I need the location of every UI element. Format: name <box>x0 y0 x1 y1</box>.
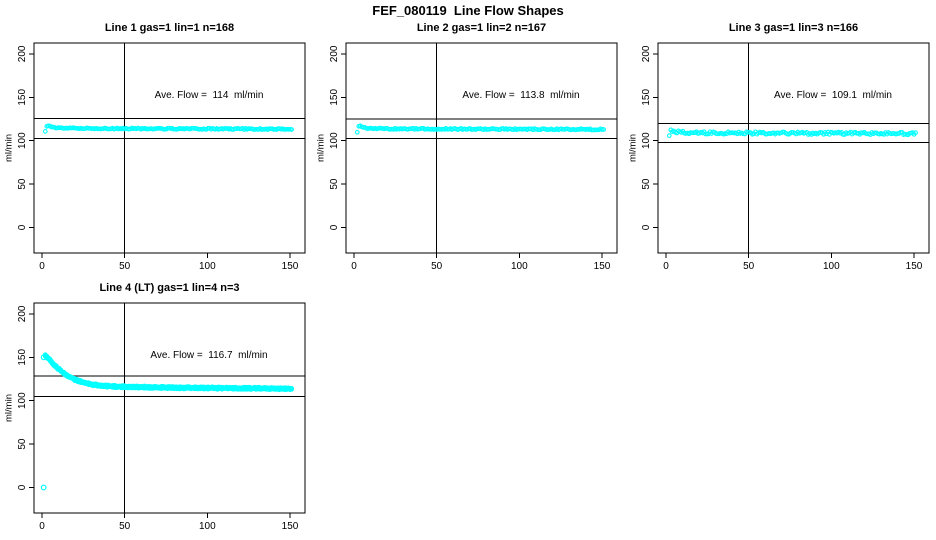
y-axis-label: ml/min <box>3 394 15 422</box>
svg-text:200: 200 <box>641 45 652 62</box>
ave-flow-annotation: Ave. Flow = 109.1 ml/min <box>774 90 892 101</box>
panel-title: Line 4 (LT) gas=1 lin=4 n=3 <box>99 282 240 294</box>
svg-text:50: 50 <box>743 261 755 272</box>
flow-chart-line3: 0 50 100 150 0 50 100 150 200 <box>641 42 930 272</box>
svg-text:50: 50 <box>641 178 652 190</box>
svg-text:150: 150 <box>906 261 923 272</box>
svg-text:0: 0 <box>39 261 45 272</box>
svg-text:100: 100 <box>199 521 216 532</box>
svg-text:0: 0 <box>329 224 340 230</box>
panel-title: Line 1 gas=1 lin=1 n=168 <box>104 22 235 34</box>
svg-text:0: 0 <box>39 521 45 532</box>
y-axis-label: ml/min <box>3 134 15 162</box>
svg-text:150: 150 <box>329 89 340 106</box>
svg-text:50: 50 <box>17 178 28 190</box>
flow-panel-line1: Line 1 gas=1 lin=1 n=168 0 50 100 150 0 50 100… <box>0 20 312 280</box>
panel-title: Line 3 gas=1 lin=3 n=166 <box>728 22 859 34</box>
svg-text:0: 0 <box>641 224 652 230</box>
svg-text:0: 0 <box>17 224 28 230</box>
svg-text:150: 150 <box>641 89 652 106</box>
svg-text:100: 100 <box>17 392 28 409</box>
svg-text:0: 0 <box>351 261 357 272</box>
svg-text:150: 150 <box>17 349 28 366</box>
svg-text:150: 150 <box>282 261 299 272</box>
svg-text:150: 150 <box>17 89 28 106</box>
ave-flow-annotation: Ave. Flow = 113.8 ml/min <box>462 90 580 101</box>
svg-text:0: 0 <box>663 261 669 272</box>
svg-text:100: 100 <box>641 132 652 149</box>
svg-text:200: 200 <box>17 45 28 62</box>
panel-title: Line 2 gas=1 lin=2 n=167 <box>416 22 547 34</box>
svg-text:50: 50 <box>119 261 131 272</box>
svg-text:100: 100 <box>17 132 28 149</box>
ave-flow-annotation: Ave. Flow = 114 ml/min <box>154 90 264 101</box>
svg-text:100: 100 <box>511 261 528 272</box>
page-title: FEF_080119 Line Flow Shapes <box>372 3 564 18</box>
flow-panel-line4: Line 4 (LT) gas=1 lin=4 n=3 0 50 100 150 0 50… <box>0 280 312 540</box>
svg-text:100: 100 <box>823 261 840 272</box>
svg-text:150: 150 <box>282 521 299 532</box>
y-axis-label: ml/min <box>315 134 327 162</box>
svg-text:150: 150 <box>594 261 611 272</box>
flow-panel-line3: Line 3 gas=1 lin=3 n=166 0 50 100 150 0 50 100… <box>624 20 936 280</box>
svg-text:200: 200 <box>17 305 28 322</box>
svg-text:50: 50 <box>431 261 443 272</box>
svg-text:100: 100 <box>329 132 340 149</box>
ave-flow-annotation: Ave. Flow = 116.7 ml/min <box>150 350 268 361</box>
flow-chart-line1: 0 50 100 150 0 50 100 150 200 <box>17 42 306 272</box>
svg-text:100: 100 <box>199 261 216 272</box>
flow-chart-line2: 0 50 100 150 0 50 100 150 200 <box>329 42 618 272</box>
svg-text:50: 50 <box>17 438 28 450</box>
flow-panel-line2: Line 2 gas=1 lin=2 n=167 0 50 100 150 0 50 100… <box>312 20 624 280</box>
svg-text:0: 0 <box>17 484 28 490</box>
flow-chart-line4: 0 50 100 150 0 50 100 150 200 <box>17 302 306 532</box>
svg-text:50: 50 <box>329 178 340 190</box>
svg-text:200: 200 <box>329 45 340 62</box>
y-axis-label: ml/min <box>627 134 639 162</box>
svg-text:50: 50 <box>119 521 131 532</box>
